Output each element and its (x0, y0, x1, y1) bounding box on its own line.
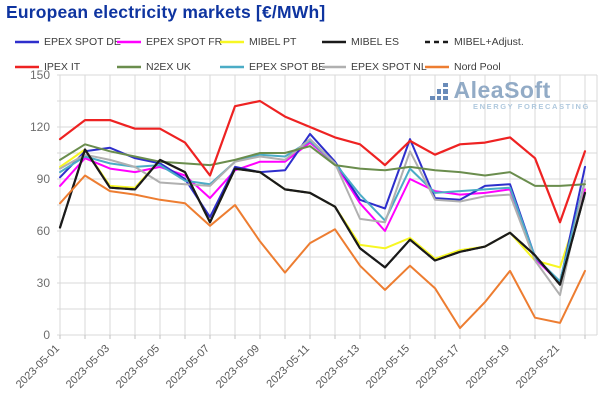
legend-label: N2EX UK (146, 61, 191, 73)
x-tick-label: 2023-05-19 (464, 343, 512, 391)
legend-label: EPEX SPOT DE (44, 36, 121, 48)
legend-item-ipex-it: IPEX IT (15, 61, 80, 73)
legend-label: EPEX SPOT NL (351, 61, 427, 73)
x-tick-label: 2023-05-01 (14, 343, 62, 391)
aleasoft-dots-icon (430, 81, 450, 100)
legend-item-mibel-es: MIBEL ES (322, 36, 399, 48)
x-tick-label: 2023-05-21 (514, 343, 562, 391)
x-tick-label: 2023-05-11 (264, 343, 312, 391)
x-tick-label: 2023-05-17 (414, 343, 462, 391)
legend-item-epex-spot-de: EPEX SPOT DE (15, 36, 121, 48)
y-tick-label: 60 (37, 224, 51, 238)
series-line-epex-spot-fr (59, 141, 586, 284)
x-tick-label: 2023-05-13 (314, 343, 362, 391)
legend-item-mibel-pt: MIBEL PT (220, 36, 296, 48)
page-title: European electricity markets [€/MWh] (6, 2, 326, 22)
x-tick-label: 2023-05-15 (364, 343, 412, 391)
legend-swatch-epex-spot-nl (322, 65, 346, 69)
legend-item-epex-spot-nl: EPEX SPOT NL (322, 61, 427, 73)
x-tick-label: 2023-05-05 (114, 343, 162, 391)
series-line-mibel-adjust (59, 148, 586, 286)
legend-label: MIBEL+Adjust. (454, 36, 524, 48)
legend-swatch-epex-spot-fr (117, 40, 141, 44)
legend-swatch-nord-pool (425, 65, 449, 69)
series-line-n2ex-uk (59, 143, 586, 187)
legend-swatch-ipex-it (15, 65, 39, 69)
legend-swatch-mibel-pt (220, 40, 244, 44)
y-tick-label: 90 (37, 172, 51, 186)
legend-swatch-mibel-adjust (425, 40, 449, 44)
legend-label: IPEX IT (44, 61, 81, 73)
series-line-ipex-it (58, 99, 587, 224)
legend-label: MIBEL ES (351, 36, 400, 48)
logo-name: AleaSoft (453, 77, 551, 103)
y-tick-label: 150 (30, 68, 50, 82)
legend-label: MIBEL PT (249, 36, 297, 48)
legend-label: EPEX SPOT BE (249, 61, 326, 73)
legend-label: Nord Pool (454, 61, 501, 73)
legend-swatch-mibel-es (322, 40, 346, 44)
legend-item-epex-spot-be: EPEX SPOT BE (220, 61, 325, 73)
legend-label: EPEX SPOT FR (146, 36, 223, 48)
y-tick-label: 30 (37, 276, 51, 290)
aleasoft-watermark: AleaSoft ENERGY FORECASTING (430, 77, 590, 111)
legend-item-mibel-adjust: MIBEL+Adjust. (425, 36, 524, 48)
legend-swatch-epex-spot-de (15, 40, 39, 44)
legend-item-n2ex-uk: N2EX UK (117, 61, 191, 73)
series-line-nord-pool (59, 174, 586, 330)
y-tick-label: 120 (30, 120, 50, 134)
y-tick-label: 0 (43, 328, 50, 342)
legend-swatch-epex-spot-be (220, 65, 244, 69)
legend-item-nord-pool: Nord Pool (425, 61, 501, 73)
series-line-epex-spot-de (59, 132, 586, 284)
x-tick-label: 2023-05-03 (64, 343, 112, 391)
logo-subtitle: ENERGY FORECASTING (472, 102, 590, 111)
series-line-epex-spot-nl (59, 138, 586, 297)
legend-item-epex-spot-fr: EPEX SPOT FR (117, 36, 222, 48)
x-tick-label: 2023-05-09 (214, 343, 262, 391)
series-line-epex-spot-be (59, 139, 586, 283)
legend-swatch-n2ex-uk (117, 65, 141, 69)
x-tick-label: 2023-05-07 (164, 343, 212, 391)
